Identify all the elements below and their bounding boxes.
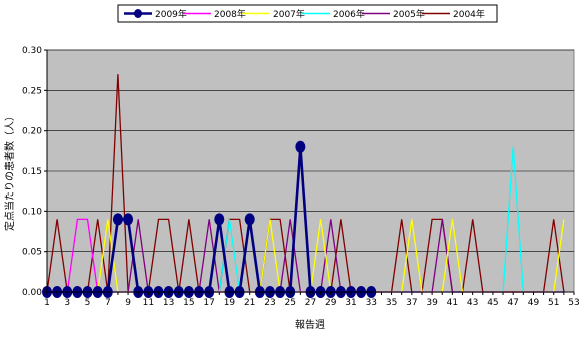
x-tick-label: 25 bbox=[285, 298, 296, 308]
x-tick-label: 49 bbox=[528, 298, 540, 308]
x-tick-label: 27 bbox=[305, 298, 316, 308]
x-tick-label: 45 bbox=[487, 298, 498, 308]
data-point bbox=[112, 213, 123, 226]
y-tick-label: 0.00 bbox=[22, 288, 42, 298]
x-tick-label: 15 bbox=[183, 298, 194, 308]
x-tick-label: 37 bbox=[406, 298, 417, 308]
x-tick-label: 33 bbox=[366, 298, 377, 308]
legend-label: 2007年 bbox=[273, 8, 305, 20]
x-tick-label: 3 bbox=[64, 298, 70, 308]
legend-marker bbox=[134, 9, 142, 18]
data-point bbox=[244, 213, 255, 226]
legend-label: 2008年 bbox=[214, 8, 246, 20]
x-tick-label: 7 bbox=[105, 298, 111, 308]
x-tick-label: 1 bbox=[44, 298, 50, 308]
legend-label: 2004年 bbox=[453, 8, 485, 20]
legend: 2009年 2008年 2007年 2006年 2005年 2004年 bbox=[117, 4, 498, 23]
y-tick-label: 0.05 bbox=[22, 248, 42, 258]
x-tick-label: 23 bbox=[264, 298, 275, 308]
x-tick-label: 29 bbox=[325, 298, 337, 308]
gridlines bbox=[47, 49, 574, 252]
x-tick-label: 21 bbox=[244, 298, 255, 308]
x-tick-label: 35 bbox=[386, 298, 397, 308]
y-tick-label: 0.25 bbox=[22, 86, 42, 96]
x-tick-label: 5 bbox=[85, 298, 91, 308]
y-axis-title: 定点当たりの患者数（人） bbox=[3, 111, 16, 231]
y-tick-label: 0.20 bbox=[22, 127, 42, 137]
x-tick-label: 39 bbox=[426, 298, 438, 308]
x-tick-label: 47 bbox=[507, 298, 518, 308]
y-tick-label: 0.10 bbox=[22, 207, 42, 217]
x-tick-label: 51 bbox=[548, 298, 559, 308]
x-tick-label: 13 bbox=[163, 298, 174, 308]
legend-label: 2006年 bbox=[333, 8, 365, 20]
legend-label: 2005年 bbox=[393, 8, 425, 20]
legend-label: 2009年 bbox=[155, 8, 187, 20]
x-tick-label: 17 bbox=[203, 298, 214, 308]
x-tick-label: 9 bbox=[125, 298, 131, 308]
data-point bbox=[295, 140, 306, 153]
data-point bbox=[214, 213, 225, 226]
axes: 0.000.050.100.150.200.250.301 3 5 7 9 11 13 15 1… bbox=[22, 46, 579, 308]
x-tick-label: 19 bbox=[224, 298, 236, 308]
x-tick-label: 31 bbox=[345, 298, 356, 308]
x-tick-label: 11 bbox=[143, 298, 154, 308]
x-axis-title: 報告週 bbox=[295, 318, 325, 331]
data-point bbox=[123, 213, 134, 226]
x-tick-label: 43 bbox=[467, 298, 478, 308]
x-tick-label: 53 bbox=[568, 298, 579, 308]
y-tick-label: 0.15 bbox=[22, 167, 42, 177]
y-tick-label: 0.30 bbox=[22, 46, 42, 56]
x-tick-label: 41 bbox=[447, 298, 458, 308]
